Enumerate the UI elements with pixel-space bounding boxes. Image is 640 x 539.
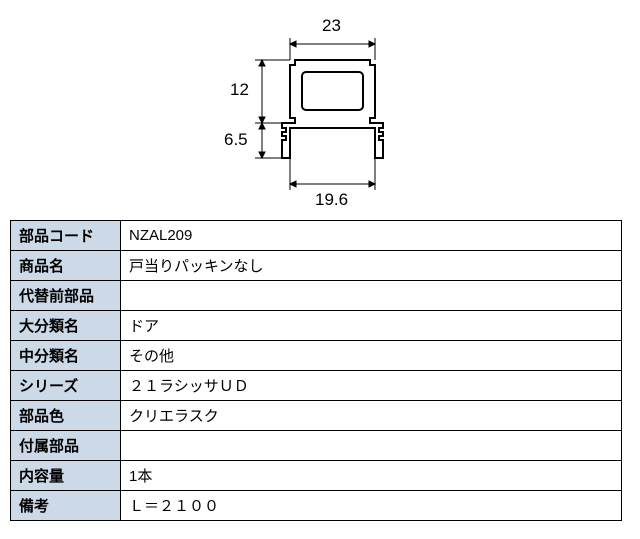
- table-row: 付属部品: [11, 431, 622, 461]
- dim-bottom-label: 19.6: [315, 190, 348, 210]
- row-label: シリーズ: [11, 371, 121, 401]
- row-label: 中分類名: [11, 341, 121, 371]
- diagram-area: 23 12 6.5 19.6: [0, 0, 640, 220]
- table-row: シリーズ ２１ラシッサＵＤ: [11, 371, 622, 401]
- dim-left-upper-label: 12: [230, 80, 249, 100]
- row-value: クリエラスク: [121, 401, 622, 431]
- profile-diagram: 23 12 6.5 19.6: [180, 10, 460, 210]
- row-label: 部品色: [11, 401, 121, 431]
- table-row: 部品コード NZAL209: [11, 221, 622, 251]
- row-label: 備考: [11, 491, 121, 521]
- dim-left-lower-label: 6.5: [224, 130, 248, 150]
- table-row: 備考 Ｌ＝２１００: [11, 491, 622, 521]
- row-label: 部品コード: [11, 221, 121, 251]
- table-row: 内容量 1本: [11, 461, 622, 491]
- row-value: NZAL209: [121, 221, 622, 251]
- table-row: 中分類名 その他: [11, 341, 622, 371]
- row-label: 大分類名: [11, 311, 121, 341]
- row-value: その他: [121, 341, 622, 371]
- row-value: ２１ラシッサＵＤ: [121, 371, 622, 401]
- row-label: 代替前部品: [11, 281, 121, 311]
- row-value: [121, 431, 622, 461]
- spec-table: 部品コード NZAL209 商品名 戸当りパッキンなし 代替前部品 大分類名 ド…: [10, 220, 622, 521]
- row-label: 付属部品: [11, 431, 121, 461]
- table-row: 大分類名 ドア: [11, 311, 622, 341]
- row-label: 内容量: [11, 461, 121, 491]
- dim-top-label: 23: [322, 16, 341, 36]
- row-value: ドア: [121, 311, 622, 341]
- row-label: 商品名: [11, 251, 121, 281]
- row-value: Ｌ＝２１００: [121, 491, 622, 521]
- profile-svg: [180, 10, 460, 210]
- spec-table-body: 部品コード NZAL209 商品名 戸当りパッキンなし 代替前部品 大分類名 ド…: [11, 221, 622, 521]
- row-value: [121, 281, 622, 311]
- table-row: 商品名 戸当りパッキンなし: [11, 251, 622, 281]
- row-value: 1本: [121, 461, 622, 491]
- table-row: 部品色 クリエラスク: [11, 401, 622, 431]
- table-row: 代替前部品: [11, 281, 622, 311]
- row-value: 戸当りパッキンなし: [121, 251, 622, 281]
